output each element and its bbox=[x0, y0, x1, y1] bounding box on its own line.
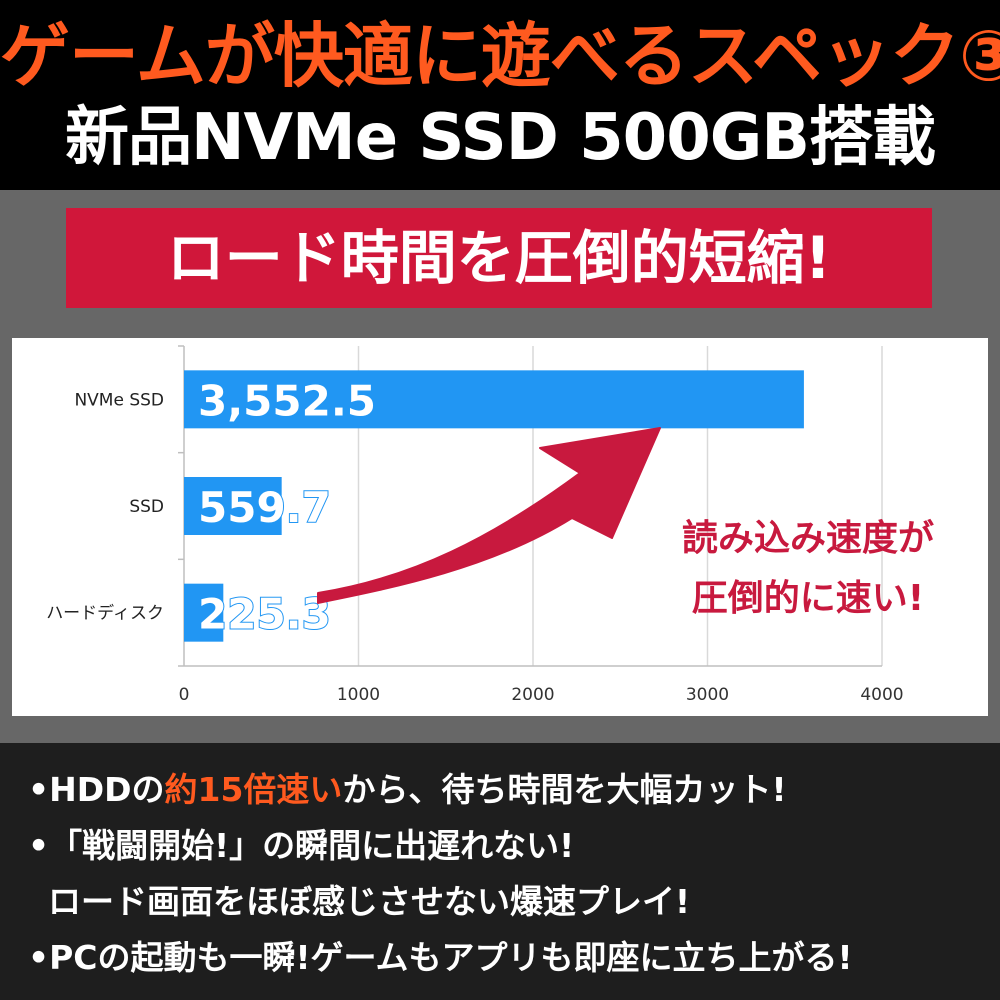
bullet-3: •PCの起動も一瞬!ゲームもアプリも即座に立ち上がる! bbox=[28, 938, 853, 977]
bullet-2-continued: ロード画面をほぼ感じさせない爆速プレイ! bbox=[48, 882, 691, 921]
bullet-1-prefix: •HDDの bbox=[28, 770, 165, 809]
chart: 0 1000 2000 3000 4000 NVMe SSD SSD ハードディスク 3,55… bbox=[46, 345, 934, 705]
x-tick-label: 3000 bbox=[686, 685, 729, 705]
callout-line-1: 読み込み速度が bbox=[682, 518, 934, 559]
y-tick-label: NVMe SSD bbox=[74, 390, 164, 410]
callout-line-2: 圧倒的に速い! bbox=[692, 578, 924, 619]
bar bbox=[184, 370, 804, 429]
bar bbox=[184, 583, 224, 642]
axis: 0 1000 2000 3000 4000 NVMe SSD SSD ハードディスク bbox=[46, 345, 904, 705]
y-tick-label: SSD bbox=[129, 497, 164, 517]
x-tick-label: 2000 bbox=[511, 685, 554, 705]
title-line-2: 新品NVMe SSD 500GB搭載 bbox=[64, 101, 936, 175]
bar-value-label: 225.3 bbox=[198, 590, 331, 639]
bars: 3,552.5 559.7 225.3 bbox=[184, 370, 804, 642]
header: ゲームが快適に遊べるスペック③ 新品NVMe SSD 500GB搭載 bbox=[0, 0, 1000, 190]
arrow-icon bbox=[317, 427, 661, 604]
title-line-1: ゲームが快適に遊べるスペック③ bbox=[0, 15, 1000, 97]
bar-value-label: 3,552.5 bbox=[198, 376, 376, 425]
bullet-1-highlight: 約15倍速い bbox=[164, 770, 343, 809]
bullet-section: •HDDの約15倍速いから、待ち時間を大幅カット! •「戦闘開始!」の瞬間に出遅… bbox=[0, 743, 1000, 1000]
y-tick-label: ハードディスク bbox=[46, 603, 164, 624]
x-tick-label: 4000 bbox=[860, 685, 903, 705]
chart-panel: 0 1000 2000 3000 4000 NVMe SSD SSD ハードディスク 3,55… bbox=[12, 338, 988, 716]
bullet-1: •HDDの約15倍速いから、待ち時間を大幅カット! bbox=[28, 767, 787, 813]
bar-value-label: 559.7 bbox=[198, 483, 331, 532]
bullet-2: •「戦闘開始!」の瞬間に出遅れない! bbox=[28, 826, 575, 865]
x-tick-label: 1000 bbox=[337, 685, 380, 705]
bar bbox=[184, 477, 282, 535]
x-tick-label: 0 bbox=[179, 685, 190, 705]
bullet-1-suffix: から、待ち時間を大幅カット! bbox=[342, 770, 787, 809]
banner: ロード時間を圧倒的短縮! bbox=[66, 208, 932, 308]
